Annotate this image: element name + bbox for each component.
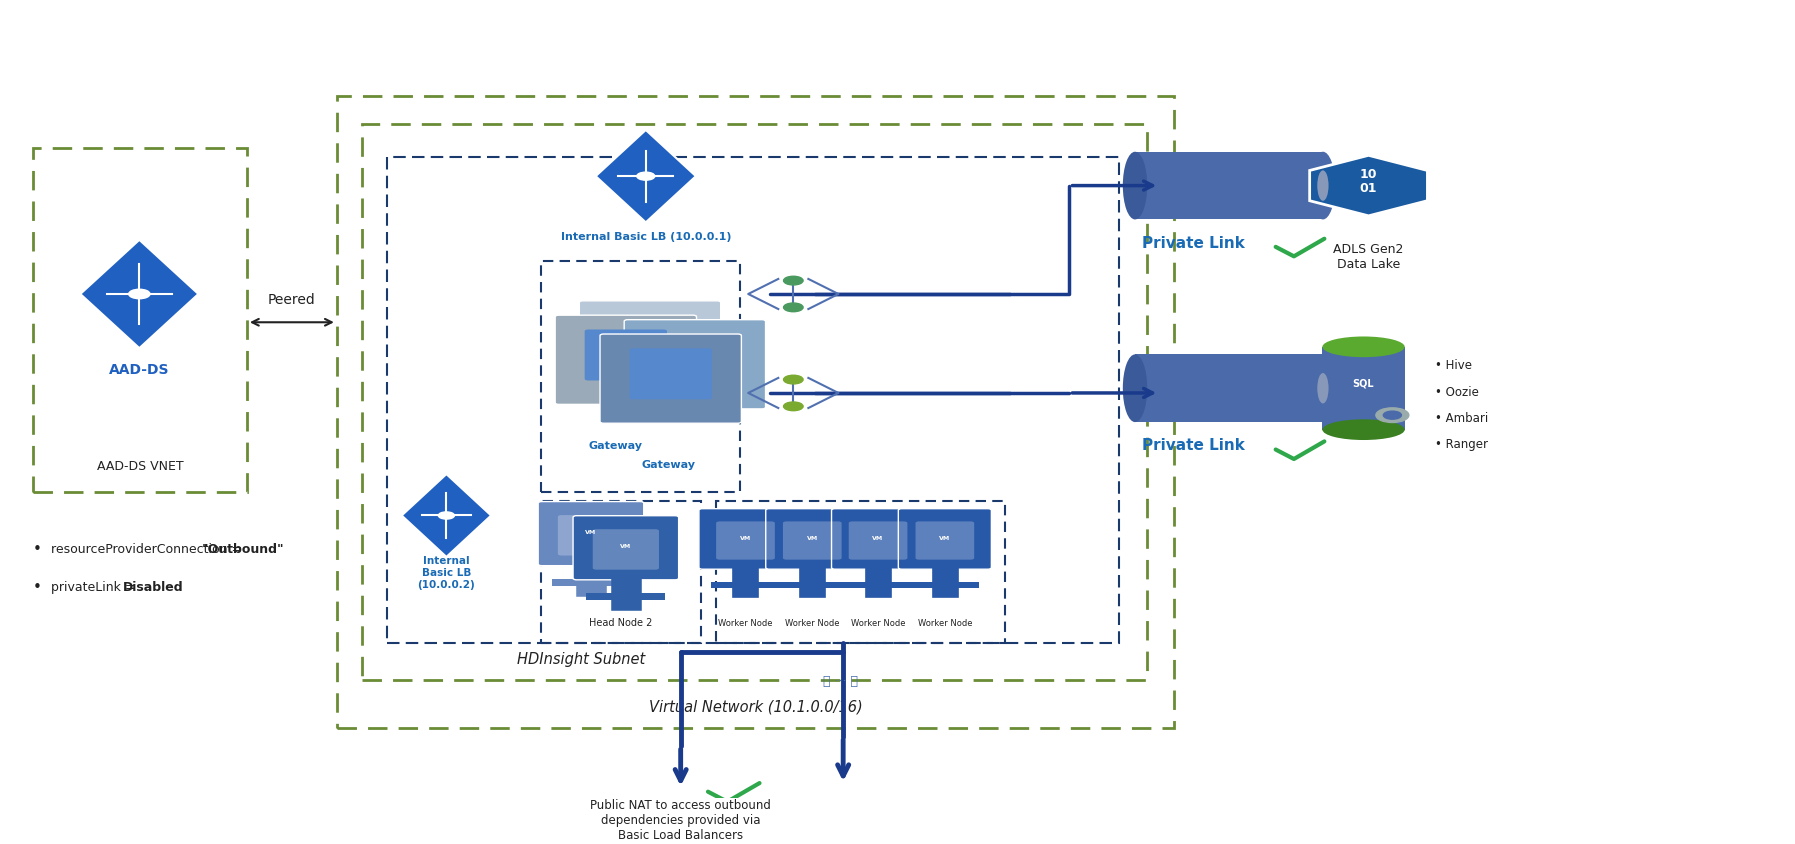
- FancyBboxPatch shape: [558, 516, 625, 556]
- Text: • Ambari: • Ambari: [1436, 412, 1488, 425]
- Text: SQL: SQL: [1353, 377, 1375, 387]
- FancyBboxPatch shape: [849, 522, 908, 560]
- Text: 〈 ··· 〉: 〈 ··· 〉: [822, 674, 858, 687]
- Ellipse shape: [1318, 374, 1328, 404]
- Ellipse shape: [1323, 419, 1405, 441]
- Ellipse shape: [1124, 355, 1147, 423]
- Text: HDInsight Subnet: HDInsight Subnet: [517, 652, 644, 666]
- FancyBboxPatch shape: [592, 530, 659, 570]
- Text: privateLink =: privateLink =: [50, 580, 140, 593]
- FancyBboxPatch shape: [716, 522, 775, 560]
- Text: Worker Node: Worker Node: [851, 618, 905, 627]
- Text: Public NAT to access outbound
dependencies provided via
Basic Load Balancers: Public NAT to access outbound dependenci…: [591, 798, 772, 841]
- Text: Disabled: Disabled: [122, 580, 183, 593]
- FancyBboxPatch shape: [630, 349, 713, 400]
- Text: VM: VM: [872, 535, 883, 540]
- Text: • Hive: • Hive: [1436, 359, 1472, 371]
- FancyBboxPatch shape: [831, 509, 924, 570]
- FancyBboxPatch shape: [915, 522, 975, 560]
- FancyBboxPatch shape: [898, 509, 991, 570]
- Text: •: •: [32, 541, 41, 556]
- FancyBboxPatch shape: [555, 316, 696, 405]
- FancyBboxPatch shape: [580, 301, 720, 391]
- Circle shape: [1384, 412, 1402, 419]
- FancyBboxPatch shape: [777, 582, 847, 588]
- Circle shape: [1377, 408, 1409, 423]
- Text: Gateway: Gateway: [641, 459, 696, 469]
- Text: Virtual Network (10.1.0.0/16): Virtual Network (10.1.0.0/16): [648, 699, 862, 713]
- Text: VM: VM: [740, 535, 750, 540]
- FancyBboxPatch shape: [910, 582, 980, 588]
- Circle shape: [784, 376, 802, 385]
- FancyBboxPatch shape: [1134, 355, 1323, 423]
- Text: "Outbound": "Outbound": [203, 543, 285, 555]
- FancyBboxPatch shape: [1323, 348, 1405, 430]
- FancyBboxPatch shape: [625, 321, 765, 409]
- Text: Worker Node: Worker Node: [718, 618, 772, 627]
- Text: VM: VM: [806, 535, 819, 540]
- Polygon shape: [81, 241, 199, 349]
- Ellipse shape: [1310, 153, 1335, 220]
- Ellipse shape: [1310, 355, 1335, 423]
- Ellipse shape: [1318, 171, 1328, 202]
- Text: Internal Basic LB (10.0.0.1): Internal Basic LB (10.0.0.1): [560, 231, 731, 241]
- Circle shape: [129, 289, 151, 300]
- Text: Gateway: Gateway: [589, 441, 643, 450]
- Text: 10
01: 10 01: [1361, 168, 1377, 195]
- Circle shape: [438, 512, 454, 519]
- FancyBboxPatch shape: [585, 330, 668, 381]
- Text: Peered: Peered: [267, 292, 316, 306]
- Circle shape: [784, 403, 802, 411]
- Polygon shape: [402, 474, 492, 557]
- Text: • Ranger: • Ranger: [1436, 438, 1488, 451]
- Text: VM: VM: [939, 535, 951, 540]
- Text: Worker Node: Worker Node: [784, 618, 840, 627]
- Text: Worker Node: Worker Node: [917, 618, 973, 627]
- Text: resourceProviderConnection =: resourceProviderConnection =: [50, 543, 246, 555]
- FancyBboxPatch shape: [600, 334, 741, 424]
- Ellipse shape: [1124, 153, 1147, 220]
- FancyBboxPatch shape: [783, 522, 842, 560]
- Ellipse shape: [1323, 337, 1405, 358]
- Text: VM: VM: [585, 529, 596, 534]
- FancyBboxPatch shape: [551, 579, 630, 586]
- FancyBboxPatch shape: [538, 502, 644, 566]
- FancyBboxPatch shape: [711, 582, 779, 588]
- Circle shape: [784, 277, 802, 285]
- Text: Private Link: Private Link: [1142, 235, 1244, 251]
- Text: AAD-DS: AAD-DS: [109, 363, 169, 377]
- FancyBboxPatch shape: [698, 509, 792, 570]
- Text: •: •: [32, 579, 41, 594]
- FancyBboxPatch shape: [1134, 153, 1323, 220]
- Circle shape: [784, 304, 802, 312]
- Text: Head Node 2: Head Node 2: [589, 617, 653, 627]
- Text: ADLS Gen2
Data Lake: ADLS Gen2 Data Lake: [1334, 243, 1404, 271]
- Text: Private Link: Private Link: [1142, 438, 1244, 452]
- FancyBboxPatch shape: [573, 516, 679, 580]
- Text: VM: VM: [621, 544, 632, 549]
- Text: AAD-DS VNET: AAD-DS VNET: [97, 459, 183, 473]
- FancyBboxPatch shape: [766, 509, 858, 570]
- FancyBboxPatch shape: [587, 593, 666, 600]
- FancyBboxPatch shape: [844, 582, 912, 588]
- Circle shape: [637, 173, 655, 181]
- Polygon shape: [1310, 156, 1427, 217]
- Polygon shape: [596, 131, 696, 223]
- Text: Internal
Basic LB
(10.0.0.2): Internal Basic LB (10.0.0.2): [418, 556, 476, 589]
- Text: • Oozie: • Oozie: [1436, 385, 1479, 398]
